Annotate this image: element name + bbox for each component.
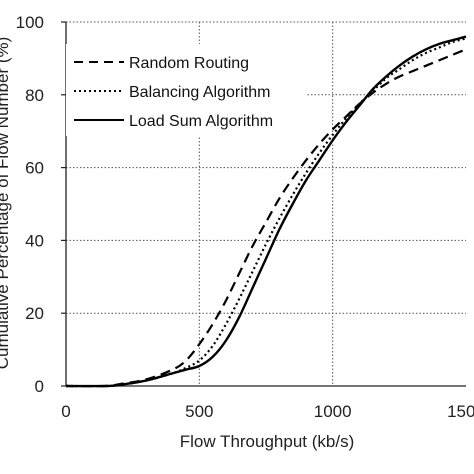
y-axis-title: Cumulative Percentage of Flow Number (%) bbox=[0, 37, 12, 370]
x-tick-label-1000: 1000 bbox=[314, 402, 352, 421]
x-tick-label-500: 500 bbox=[185, 402, 213, 421]
x-axis-title: Flow Throughput (kb/s) bbox=[180, 432, 354, 451]
series-line-balancing-algorithm bbox=[65, 37, 467, 388]
series-line-random-routing bbox=[65, 48, 467, 388]
y-tick-label-80: 80 bbox=[25, 86, 44, 105]
legend-label-balancing-algorithm: Balancing Algorithm bbox=[129, 84, 270, 101]
y-tick-label-0: 0 bbox=[35, 377, 44, 396]
y-tick-label-100: 100 bbox=[16, 13, 44, 32]
legend-label-load-sum-algorithm: Load Sum Algorithm bbox=[129, 113, 273, 130]
legend: Random Routing Balancing Algorithm Load … bbox=[66, 44, 306, 136]
legend-label-random-routing: Random Routing bbox=[129, 55, 249, 72]
x-tick-label-0: 0 bbox=[61, 402, 70, 421]
y-tick-label-60: 60 bbox=[25, 159, 44, 178]
series-layer bbox=[65, 35, 467, 388]
y-tick-label-20: 20 bbox=[25, 304, 44, 323]
y-tick-label-40: 40 bbox=[25, 231, 44, 250]
series-line-load-sum-algorithm bbox=[65, 35, 467, 388]
tick-labels: 020406080100050010001500 bbox=[16, 13, 474, 421]
x-tick-label-1500: 1500 bbox=[447, 402, 474, 421]
